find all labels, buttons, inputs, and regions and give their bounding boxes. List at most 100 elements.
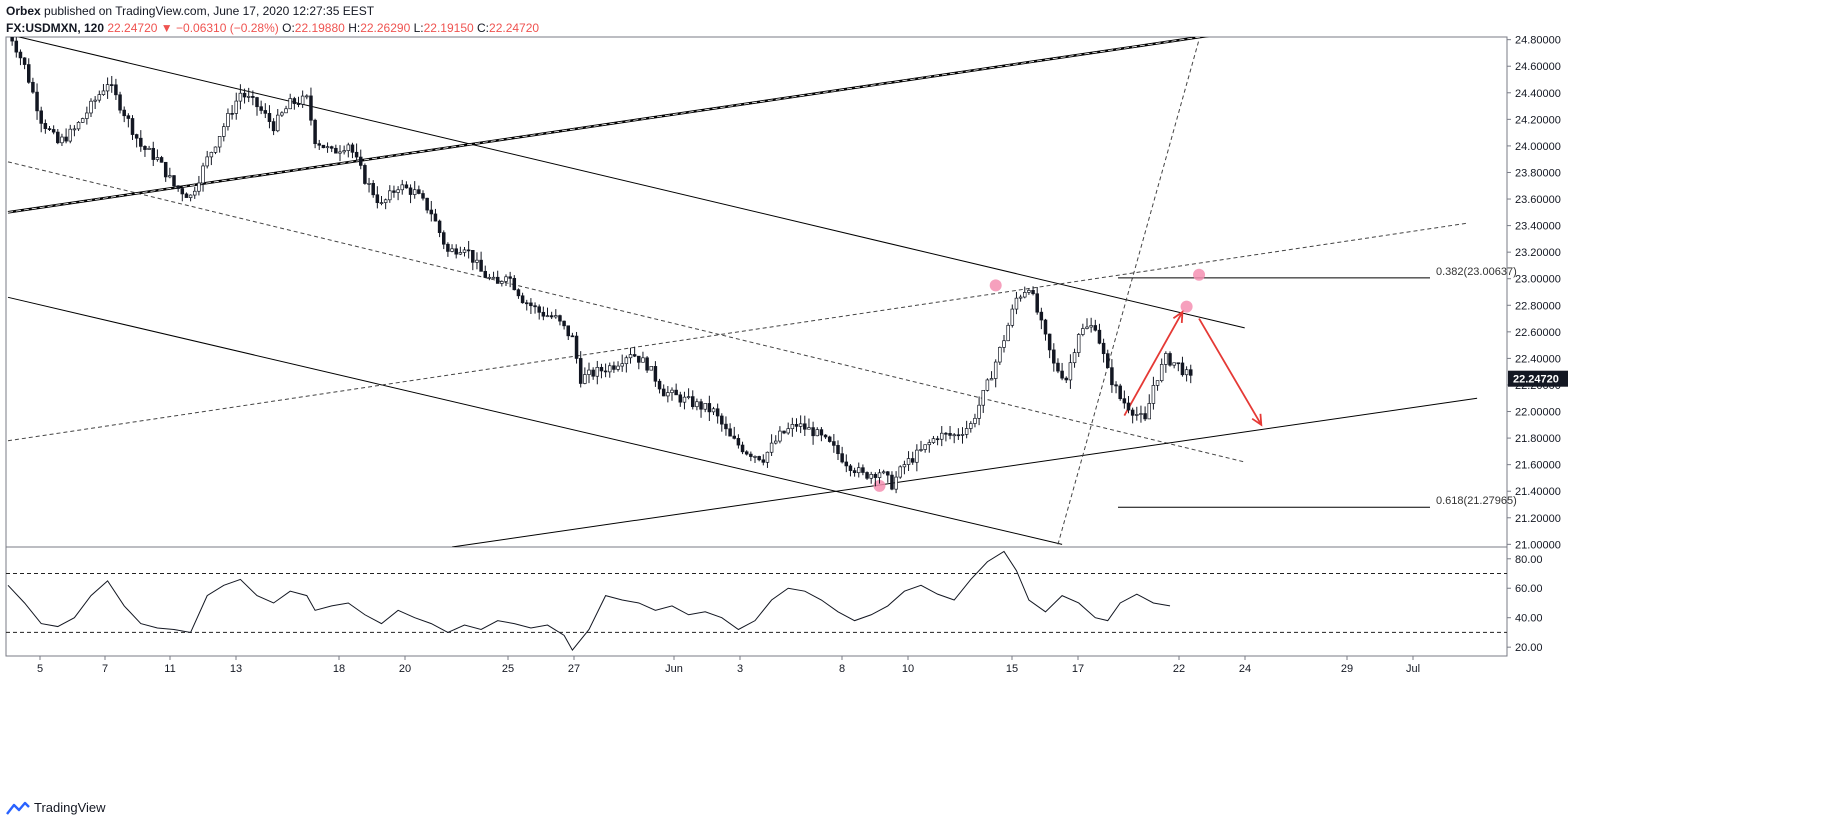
candle-body bbox=[475, 259, 479, 263]
candle-body bbox=[76, 122, 81, 130]
candle-body bbox=[491, 276, 496, 279]
candle bbox=[815, 427, 819, 437]
candle-body bbox=[80, 118, 85, 123]
tradingview-footer[interactable]: TradingView bbox=[6, 800, 106, 815]
candle-body bbox=[798, 423, 803, 427]
candle-body bbox=[280, 112, 284, 116]
candle-body bbox=[201, 165, 205, 184]
candle-body bbox=[263, 110, 268, 114]
candle-body bbox=[570, 335, 575, 338]
candle-body bbox=[1027, 290, 1031, 293]
time-tick-label: 22 bbox=[1173, 663, 1185, 675]
price-tick-label: 22.00000 bbox=[1515, 407, 1561, 419]
candle-body bbox=[354, 151, 359, 158]
price-chart[interactable]: 0.382(23.00637) 0.618(21.27965) 24.80000 24… bbox=[0, 0, 1828, 800]
candle-body bbox=[703, 403, 707, 410]
candle-body bbox=[1031, 290, 1035, 295]
candle-body bbox=[31, 81, 35, 93]
candle bbox=[122, 106, 126, 123]
osc-line bbox=[7, 550, 1171, 651]
price-tick-label: 23.60000 bbox=[1515, 194, 1561, 206]
candle bbox=[85, 106, 89, 125]
price-tick-label: 24.20000 bbox=[1515, 114, 1561, 126]
last-price-label: 22.24720 bbox=[1513, 374, 1559, 386]
candle bbox=[309, 87, 313, 126]
candle-body bbox=[720, 415, 724, 425]
candle-body bbox=[541, 311, 546, 317]
candle-body bbox=[371, 183, 375, 196]
forecast-arrow-head-1 bbox=[1251, 413, 1263, 427]
price-tick-label: 22.80000 bbox=[1515, 300, 1561, 312]
open-label: O: bbox=[282, 21, 295, 35]
candle-body bbox=[915, 449, 919, 463]
candle-body bbox=[1122, 398, 1127, 404]
candle bbox=[670, 387, 674, 401]
last-price-badge bbox=[1508, 370, 1568, 387]
candle bbox=[1188, 364, 1193, 384]
candle-body bbox=[97, 94, 102, 101]
candle bbox=[724, 416, 728, 436]
candle-body bbox=[757, 456, 761, 461]
candle bbox=[321, 144, 326, 149]
candle-body bbox=[68, 128, 72, 142]
candle-body bbox=[7, 29, 10, 30]
candle-body bbox=[466, 249, 471, 252]
candle bbox=[176, 185, 180, 192]
candle bbox=[973, 413, 977, 428]
candle bbox=[193, 186, 197, 199]
candle-body bbox=[363, 165, 367, 184]
candle-body bbox=[1184, 369, 1189, 376]
candle bbox=[819, 427, 824, 442]
candle bbox=[1168, 351, 1172, 367]
candle-body bbox=[495, 276, 500, 284]
candle-body bbox=[711, 408, 716, 413]
candle bbox=[93, 96, 97, 110]
candle-body bbox=[417, 189, 421, 194]
candle bbox=[674, 383, 678, 396]
candle bbox=[516, 288, 521, 299]
candle-body bbox=[1072, 352, 1077, 364]
candle-body bbox=[674, 389, 678, 396]
candle-body bbox=[72, 128, 77, 131]
fib-label-1: 0.618(21.27965) bbox=[1436, 495, 1517, 507]
candle-body bbox=[251, 96, 255, 98]
candle-body bbox=[176, 185, 180, 189]
candle-body bbox=[861, 467, 865, 473]
candle bbox=[1068, 354, 1073, 389]
candle bbox=[168, 167, 172, 179]
candle-body bbox=[222, 126, 226, 137]
candle-body bbox=[388, 190, 392, 201]
candle bbox=[338, 145, 342, 162]
candle-body bbox=[881, 471, 886, 474]
candle bbox=[383, 198, 388, 210]
candle bbox=[690, 390, 695, 410]
candle bbox=[184, 192, 189, 198]
candle-body bbox=[1093, 325, 1098, 331]
candle-body bbox=[512, 278, 517, 291]
candle-body bbox=[649, 366, 653, 371]
candle-body bbox=[193, 190, 197, 196]
candle-body bbox=[973, 417, 977, 424]
candle-body bbox=[981, 389, 985, 406]
candle bbox=[64, 128, 68, 144]
candle bbox=[1018, 294, 1023, 302]
candle bbox=[255, 96, 259, 116]
candle bbox=[699, 398, 703, 418]
chart-border bbox=[5, 36, 1508, 657]
candle bbox=[549, 311, 554, 320]
candle bbox=[778, 426, 782, 444]
candle-body bbox=[1052, 349, 1056, 364]
price-tick-label: 24.80000 bbox=[1515, 35, 1561, 47]
candle bbox=[998, 346, 1002, 365]
candle bbox=[591, 367, 595, 380]
candle bbox=[371, 180, 375, 198]
candle-body bbox=[412, 189, 417, 195]
candle bbox=[686, 388, 691, 400]
candle-body bbox=[454, 248, 458, 255]
candle bbox=[533, 302, 537, 314]
price-tick-label: 24.00000 bbox=[1515, 141, 1561, 153]
candle-body bbox=[462, 249, 467, 253]
candle bbox=[259, 100, 263, 115]
candle-body bbox=[101, 90, 106, 95]
price-tick-label: 22.40000 bbox=[1515, 353, 1561, 365]
